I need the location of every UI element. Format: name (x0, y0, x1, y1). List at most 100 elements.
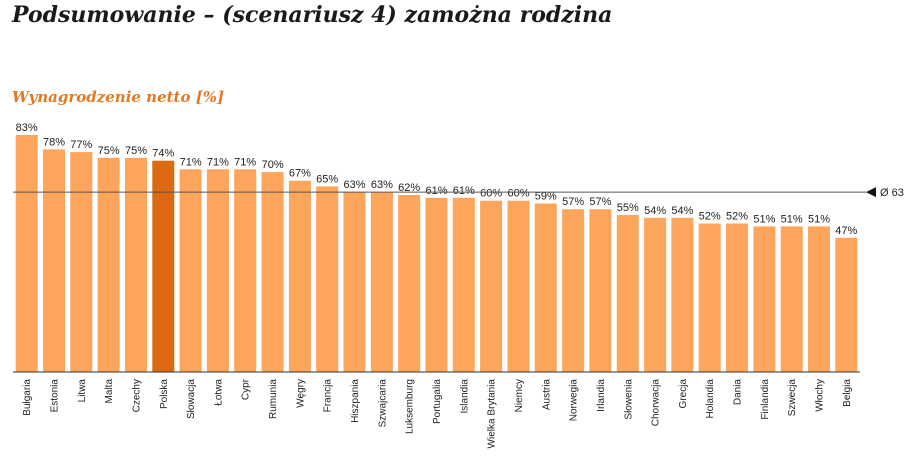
bar (480, 200, 503, 372)
value-label: 71% (234, 156, 256, 168)
bar (589, 209, 612, 372)
value-label: 61% (453, 185, 475, 197)
value-label: 61% (425, 185, 447, 197)
chart-title: Wynagrodzenie netto [%] (12, 88, 225, 106)
page-title: Podsumowanie – (scenariusz 4) zamożna ro… (12, 2, 613, 28)
average-label: Ø 63 (880, 187, 904, 199)
value-labels-group: 83% 78% 77% 75% 75% 74% 71% 71% 71% 70% 67% 65% 63% 6… (16, 122, 858, 237)
value-label: 63% (343, 179, 365, 191)
x-tick-label: Węgry (295, 379, 306, 408)
x-tick-label: Szwecja (787, 379, 798, 417)
bar (261, 172, 284, 372)
x-tick-label: Norwegia (569, 379, 580, 422)
value-label: 63% (371, 179, 393, 191)
x-tick-label: Wielka Brytania (487, 379, 498, 449)
value-label: 71% (180, 156, 202, 168)
bar (507, 200, 530, 372)
x-tick-label: Rumunia (268, 379, 279, 419)
bar (206, 169, 229, 372)
x-tick-label: Cypr (241, 378, 252, 400)
value-label: 51% (781, 213, 803, 225)
bar (179, 169, 202, 372)
bar (370, 192, 393, 372)
bar (97, 157, 120, 372)
x-tick-label: Litwa (77, 379, 88, 403)
bar (43, 149, 65, 372)
x-tick-label: Dania (733, 379, 744, 406)
value-label: 57% (562, 196, 584, 208)
bar (288, 180, 311, 372)
value-label: 77% (70, 139, 92, 151)
bar (671, 217, 694, 372)
value-label: 70% (262, 159, 284, 171)
x-tick-label: Luksemburg (405, 379, 416, 434)
average-marker (866, 187, 876, 198)
x-tick-label: Włochy (815, 379, 826, 412)
x-tick-label: Niemcy (514, 379, 525, 412)
value-label: 75% (125, 145, 147, 157)
x-tick-label: Chorwacja (651, 379, 662, 427)
value-label: 55% (617, 202, 639, 214)
x-tick-label: Estonia (50, 379, 61, 413)
value-label: 52% (699, 211, 721, 223)
value-label: 54% (671, 205, 693, 217)
value-label: 71% (207, 156, 229, 168)
bar (644, 217, 667, 372)
value-label: 51% (753, 213, 775, 225)
x-tick-label: Bułgaria (22, 379, 33, 416)
bar (616, 215, 639, 372)
x-tick-label: Holandia (705, 379, 716, 419)
x-tick-label: Irlandia (596, 379, 607, 412)
x-tick-label: Finlandia (760, 379, 771, 420)
bar (316, 186, 339, 372)
value-label: 74% (152, 148, 174, 160)
x-tick-label: Łotwa (213, 379, 224, 406)
x-tick-label: Szwajcaria (377, 379, 388, 428)
tick-labels-group: Bułgaria Estonia Litwa Malta Czechy Polska Sło… (22, 378, 853, 448)
value-label: 59% (535, 191, 557, 203)
bar (70, 152, 93, 372)
value-label: 65% (316, 173, 338, 185)
x-tick-label: Islandia (459, 379, 470, 414)
bar (753, 226, 776, 372)
value-label: 52% (726, 211, 748, 223)
bar (152, 160, 175, 372)
value-label: 60% (480, 188, 502, 200)
value-label: 67% (289, 168, 311, 180)
bar (835, 237, 858, 372)
value-label: 60% (507, 188, 529, 200)
bar (343, 192, 366, 372)
x-tick-label: Polska (159, 379, 170, 409)
bar (125, 157, 147, 372)
value-label: 75% (98, 145, 120, 157)
x-tick-label: Słowacja (186, 379, 197, 419)
x-tick-label: Malta (104, 379, 115, 404)
average-group: Ø 63 (13, 187, 904, 199)
value-label: 62% (398, 182, 420, 194)
x-tick-label: Portugalia (432, 379, 443, 424)
x-tick-label: Słowenia (623, 379, 634, 420)
bar (534, 203, 557, 372)
bar (15, 135, 38, 372)
bar (425, 197, 448, 372)
x-tick-label: Francja (323, 379, 334, 413)
bar (698, 223, 721, 372)
bar (234, 169, 257, 372)
value-label: 78% (43, 136, 65, 148)
bars-group (15, 135, 858, 372)
value-label: 57% (589, 196, 611, 208)
x-tick-label: Belgia (842, 379, 853, 407)
bar (780, 226, 803, 372)
value-label: 54% (644, 205, 666, 217)
x-tick-label: Austria (541, 379, 552, 411)
bar (398, 195, 421, 372)
x-tick-label: Czechy (132, 379, 143, 412)
value-label: 47% (835, 225, 857, 237)
bar (726, 223, 748, 372)
x-tick-label: Hiszpania (350, 379, 361, 423)
bar (562, 209, 585, 372)
value-label: 83% (16, 122, 38, 134)
x-tick-label: Grecja (678, 379, 689, 409)
bar (452, 197, 475, 372)
